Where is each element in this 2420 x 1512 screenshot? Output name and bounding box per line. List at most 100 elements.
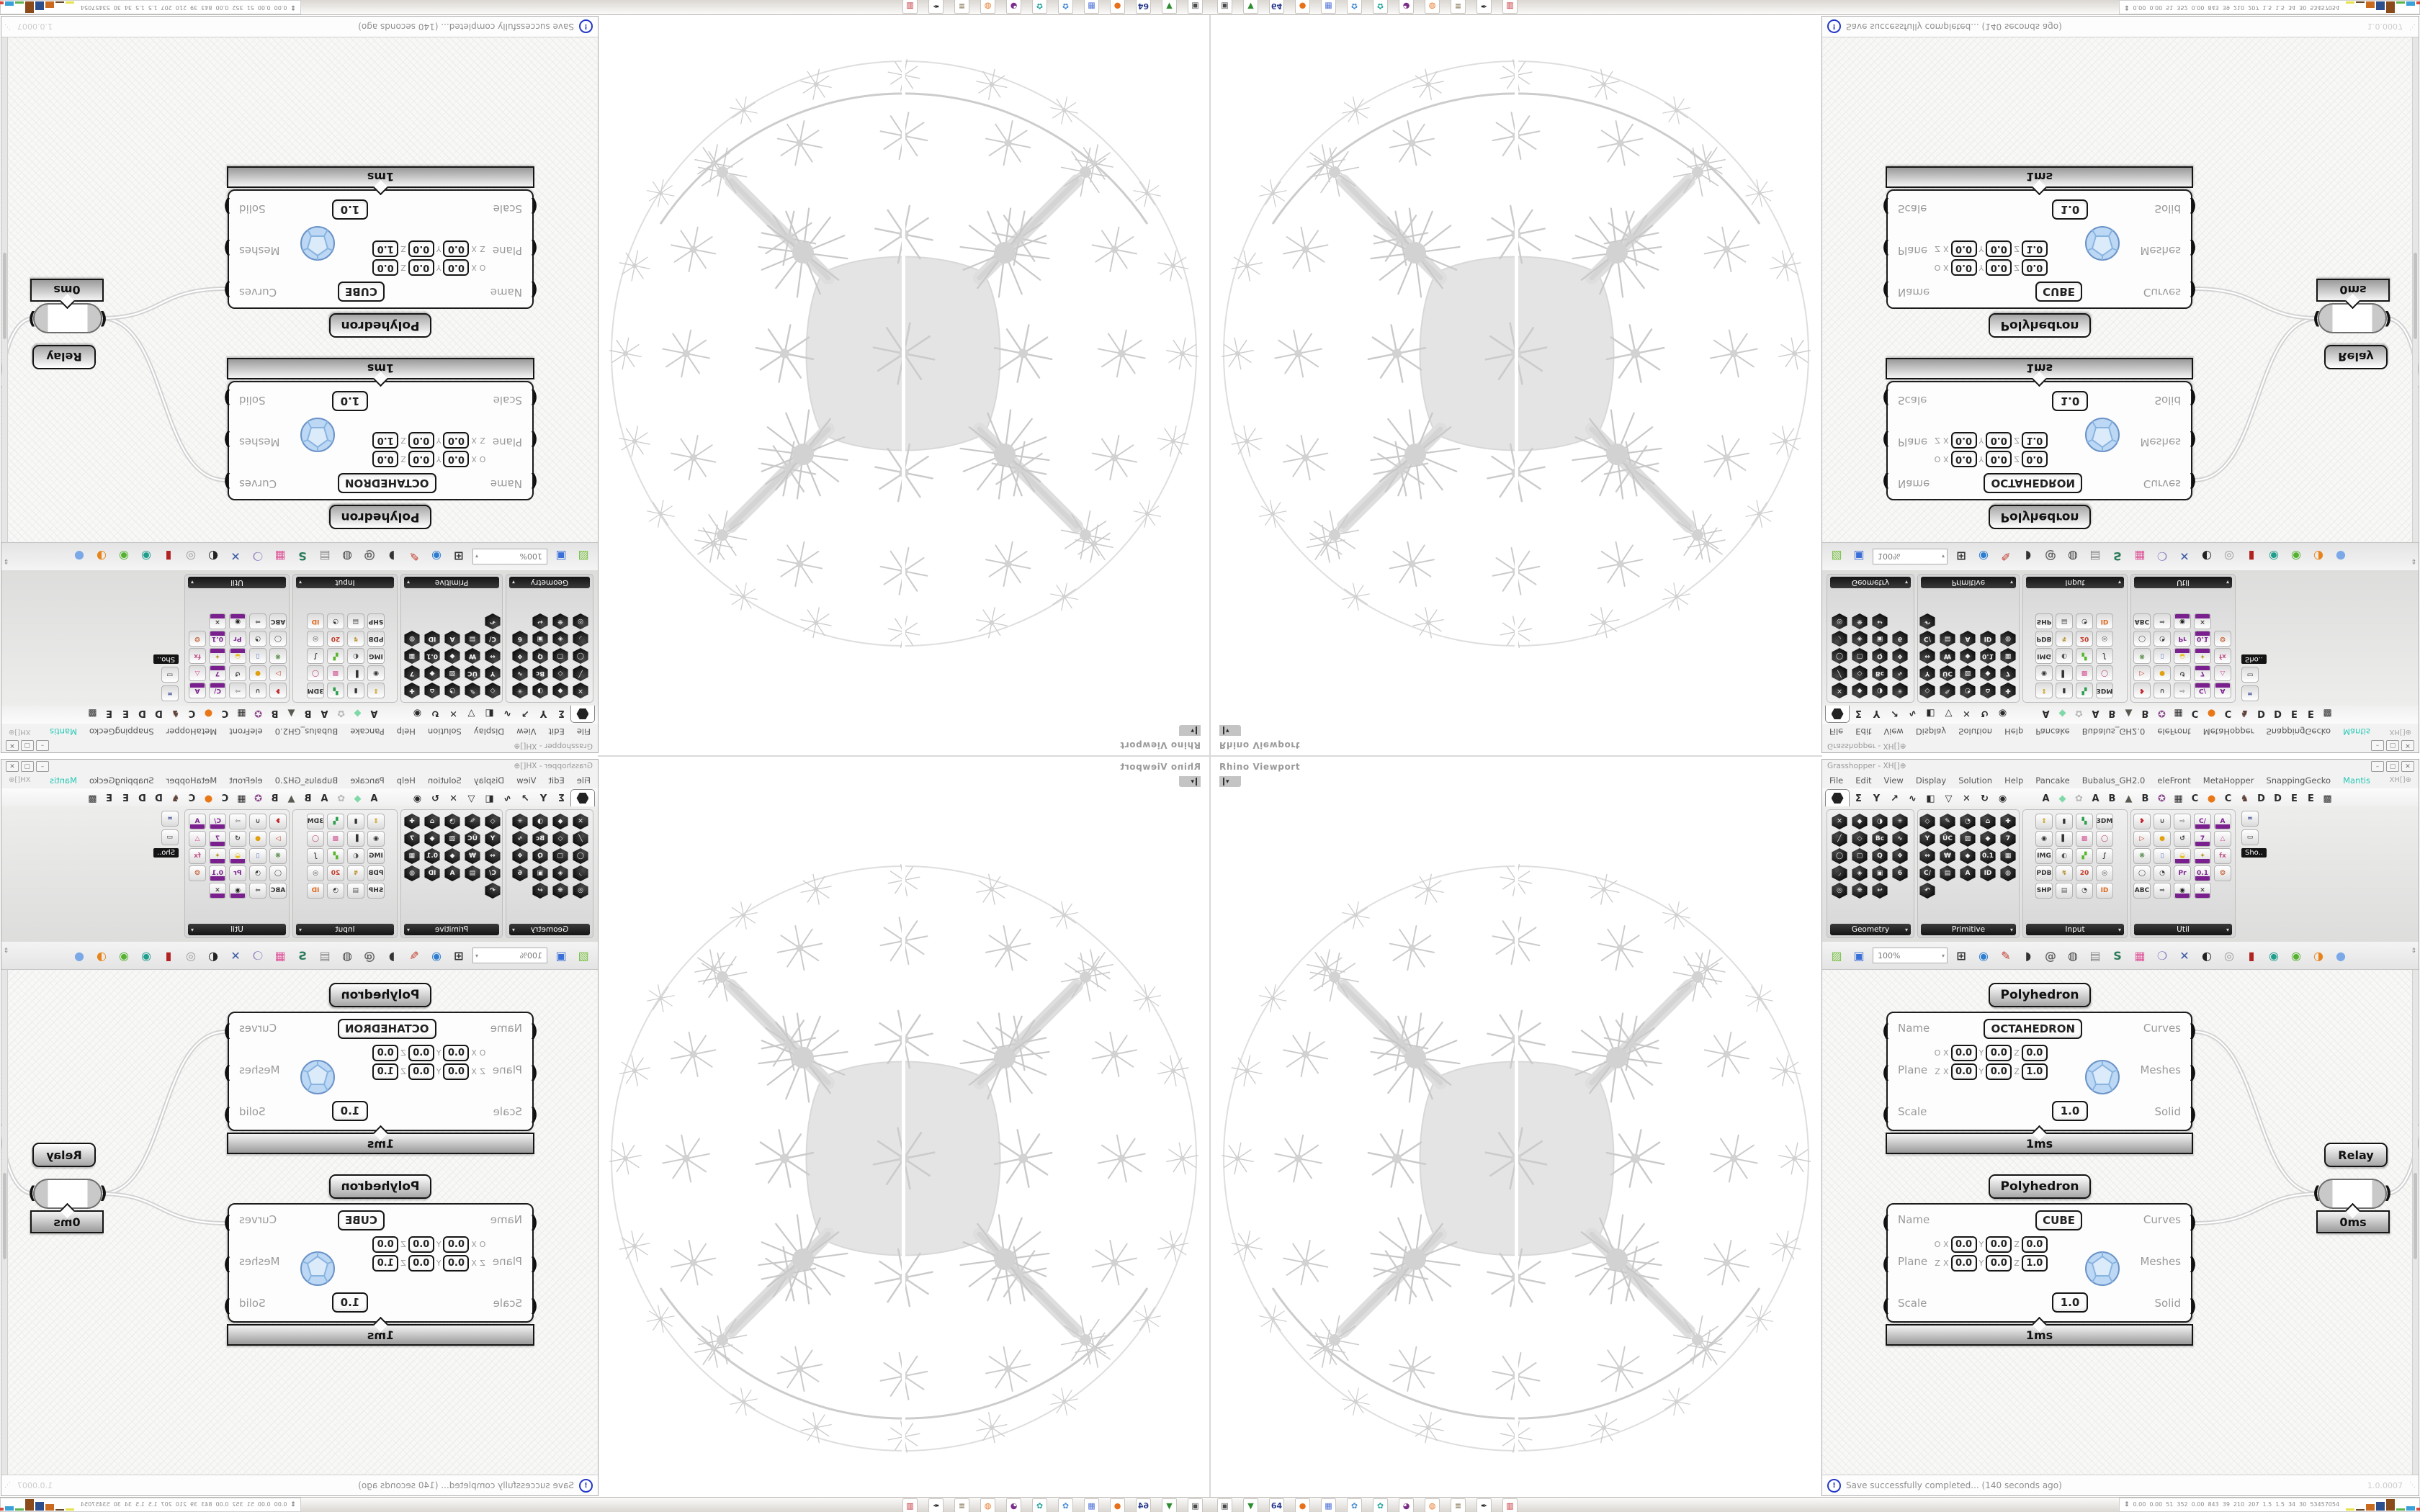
plugin-tab[interactable]: ✪	[254, 708, 262, 719]
component-icon[interactable]: ◇	[484, 814, 501, 829]
menu-item-metahopper[interactable]: MetaHopper	[2202, 726, 2254, 737]
component-icon[interactable]: ◔	[2076, 883, 2093, 899]
tab-vector[interactable]: ↗	[1891, 708, 1899, 719]
plugin-tab[interactable]: D	[2274, 708, 2282, 719]
relay-header-button[interactable]: Relay	[2324, 345, 2388, 369]
polyhedron-component[interactable]: Name (Curves) Plane (Meshes) Scale (Solid) OCT…	[223, 1012, 538, 1131]
plugin-tab[interactable]: E	[2291, 793, 2298, 804]
plugin-tab[interactable]: D	[2257, 793, 2265, 804]
axis-value-field[interactable]: 0.0	[2021, 1045, 2048, 1061]
plugin-tab[interactable]: A	[2042, 708, 2050, 719]
component-icon[interactable]: ÜC	[1939, 665, 1956, 681]
component-icon[interactable]: ↯	[2056, 865, 2073, 881]
component-icon[interactable]: ↔	[484, 648, 501, 664]
chevron-down-icon[interactable]: ▾	[299, 579, 302, 586]
gha-globe-icon[interactable]: ◍	[2068, 948, 2078, 963]
tab-maths[interactable]: Σ	[1855, 708, 1862, 719]
menu-item-solution[interactable]: Solution	[1958, 775, 1993, 786]
component-icon[interactable]: 7	[1999, 665, 2017, 681]
tab-intersect[interactable]: ✕	[449, 793, 457, 804]
toolbar-overflow-icon[interactable]: ⇕	[2411, 948, 2416, 955]
menu-item-elefront[interactable]: eleFront	[2157, 726, 2191, 737]
menu-item-bubalus_gh2.0[interactable]: Bubalus_GH2.0	[2081, 726, 2146, 737]
menu-item-view[interactable]: View	[1883, 726, 1904, 737]
component-icon[interactable]: 6	[511, 865, 529, 881]
sketch-pen-icon[interactable]: ✎	[2001, 948, 2011, 963]
plugin-tab[interactable]: ▦	[2174, 793, 2183, 804]
name-value-field[interactable]: CUBE	[338, 1210, 385, 1230]
menu-item-view[interactable]: View	[516, 775, 537, 786]
ball-orange-icon[interactable]: ◑	[97, 948, 107, 963]
component-icon[interactable]: △	[189, 831, 206, 847]
plugin-tab[interactable]: B	[271, 793, 279, 804]
overflow-icon[interactable]: ∞	[2241, 685, 2259, 701]
output-jack[interactable]: )	[223, 1104, 231, 1125]
component-icon[interactable]: Bc	[1871, 665, 1888, 681]
plugin-tab[interactable]: A	[370, 793, 378, 804]
component-icon[interactable]: ⇕	[367, 683, 385, 698]
component-icon[interactable]: A	[189, 683, 206, 698]
axis-value-field[interactable]: 1.0	[372, 240, 399, 257]
component-icon[interactable]: PDB	[2035, 631, 2053, 647]
tab-intersect[interactable]: ✕	[449, 708, 457, 719]
component-icon[interactable]: 7	[2000, 831, 2016, 847]
overflow-icon[interactable]: ∞	[161, 685, 179, 701]
plugin-tab[interactable]: ♞	[171, 793, 180, 804]
component-icon[interactable]: ◇	[552, 665, 569, 681]
pin-green-icon[interactable]: ◉	[2291, 948, 2301, 963]
menu-item-snappinggecko[interactable]: SnappingGecko	[89, 775, 154, 786]
component-icon[interactable]: ●	[249, 665, 266, 681]
component-icon[interactable]: ✳	[511, 814, 529, 829]
chevron-down-icon[interactable]: ▾	[299, 926, 302, 933]
component-icon[interactable]: ∫	[307, 648, 324, 664]
component-icon[interactable]: ✚	[403, 683, 421, 698]
output-jack[interactable]: )	[2189, 1063, 2197, 1083]
component-icon[interactable]: ▤	[1939, 631, 1956, 647]
name-value-field[interactable]: OCTAHEDRON	[1984, 473, 2082, 493]
plugin-tab[interactable]: ▩	[2323, 793, 2332, 804]
menu-item-snappinggecko[interactable]: SnappingGecko	[2266, 775, 2331, 786]
name-value-field[interactable]: OCTAHEDRON	[338, 1019, 436, 1039]
app-calculator[interactable]: ▦	[1084, 0, 1099, 14]
component-icon[interactable]: ▣	[532, 865, 549, 881]
camera-icon[interactable]: ◗	[2025, 948, 2032, 963]
plugin-tab[interactable]: B	[2108, 793, 2116, 804]
component-header-button[interactable]: Polyhedron	[329, 1174, 431, 1199]
relay-output-jack[interactable]: )	[2384, 1183, 2392, 1203]
menu-item-display[interactable]: Display	[473, 775, 505, 786]
chevron-down-icon[interactable]: ▾	[191, 926, 194, 933]
plugin-tab[interactable]: ✿	[2075, 708, 2083, 719]
component-icon[interactable]: ◈	[552, 631, 569, 647]
plugin-tab[interactable]: ♞	[171, 708, 180, 719]
package-icon[interactable]: ▦	[274, 549, 286, 564]
plugin-tab[interactable]: C	[2191, 708, 2199, 719]
wire-display-icon[interactable]: ✕	[2179, 549, 2190, 564]
component-icon[interactable]: ▞	[327, 848, 344, 864]
app-ink-pen[interactable]: ✒	[928, 1498, 944, 1512]
plugin-tab[interactable]: ●	[2207, 708, 2216, 719]
input-jack[interactable]: (	[1882, 238, 1890, 258]
finder-icon[interactable]: S	[298, 948, 307, 963]
chevron-down-icon[interactable]: ▾	[2118, 579, 2121, 586]
app-gimp[interactable]: ◕	[1399, 0, 1414, 14]
axis-value-field[interactable]: 0.0	[1950, 1045, 1977, 1061]
component-icon[interactable]: ◉	[2035, 831, 2053, 847]
input-jack[interactable]: (	[530, 238, 538, 258]
gh-canvas[interactable]: Polyhedron Name (Curves) Plane (Meshes) Scale…	[1822, 35, 2419, 542]
scrollbar-thumb[interactable]	[3, 1172, 6, 1259]
chevron-down-icon[interactable]: ▾	[1904, 579, 1908, 586]
zoom-level-select[interactable]: 100% ▾	[1873, 948, 1948, 963]
chevron-down-icon[interactable]: ▾	[407, 926, 411, 933]
component-icon[interactable]: ∪	[2154, 814, 2171, 829]
tab-surface[interactable]: ◧	[1926, 708, 1935, 719]
menu-item-mantis[interactable]: Mantis	[49, 775, 77, 786]
plugin-tab[interactable]: E	[106, 708, 112, 719]
component-icon[interactable]: ✕	[209, 613, 226, 629]
component-icon[interactable]: ▮	[2056, 814, 2073, 829]
component-icon[interactable]: ⇕	[367, 814, 385, 829]
app-ink-pen[interactable]: ✒	[1476, 0, 1492, 14]
ball-blue-icon[interactable]: ●	[74, 549, 84, 564]
component-icon[interactable]: 3DM	[2096, 683, 2113, 698]
input-jack[interactable]: (	[1882, 1254, 1890, 1274]
component-icon[interactable]: ▩	[2076, 831, 2093, 847]
